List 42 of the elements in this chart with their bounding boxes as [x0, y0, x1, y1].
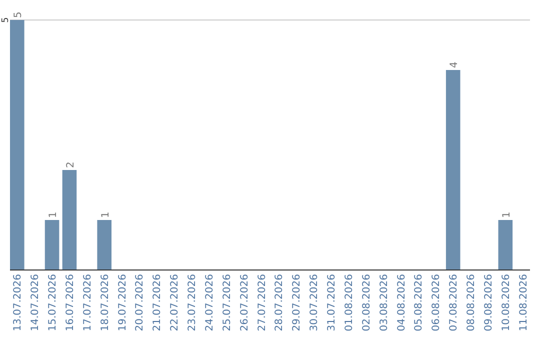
- x-tick-label: 10.08.2026: [500, 274, 512, 332]
- x-tick-label: 14.07.2026: [30, 274, 42, 332]
- x-tick-label: 03.08.2026: [378, 274, 390, 332]
- data-label: 2: [65, 162, 76, 168]
- x-tick-label: 23.07.2026: [187, 274, 198, 332]
- x-tick-label: 04.08.2026: [396, 274, 408, 332]
- x-tick-label: 20.07.2026: [134, 274, 146, 332]
- bar: [62, 170, 77, 270]
- bar: [44, 220, 60, 270]
- data-label: 1: [501, 212, 512, 218]
- data-label: 1: [48, 212, 60, 218]
- x-tick-label: 29.07.2026: [292, 274, 303, 332]
- x-tick-label: 15.07.2026: [48, 274, 59, 332]
- data-label: 1: [100, 212, 112, 218]
- bar: [446, 70, 460, 270]
- x-tick-label: 17.07.2026: [82, 274, 94, 332]
- x-tick-label: 09.08.2026: [483, 274, 494, 332]
- x-tick-label: 31.07.2026: [326, 274, 338, 332]
- x-tick-label: 05.08.2026: [414, 274, 425, 332]
- x-tick-label: 21.07.2026: [152, 274, 164, 332]
- x-tick-label: 27.07.2026: [256, 274, 268, 332]
- x-tick-label: 24.07.2026: [204, 274, 216, 332]
- x-tick-label: 07.08.2026: [448, 274, 460, 332]
- x-tick-label: 01.08.2026: [344, 274, 355, 332]
- bar: [97, 220, 112, 270]
- x-tick-label: 18.07.2026: [100, 274, 111, 332]
- x-tick-label: 06.08.2026: [431, 274, 442, 332]
- x-tick-label: 22.07.2026: [170, 274, 181, 332]
- bar: [10, 20, 24, 270]
- x-tick-label: 26.07.2026: [239, 274, 250, 332]
- x-tick-label: 19.07.2026: [117, 274, 128, 332]
- x-tick-label: 16.07.2026: [64, 274, 76, 332]
- x-tick-label: 30.07.2026: [309, 274, 320, 332]
- data-label: 4: [449, 62, 460, 68]
- x-tick-label: 28.07.2026: [274, 274, 286, 332]
- data-label: 5: [1, 17, 11, 23]
- x-tick-label: 13.07.2026: [12, 274, 24, 332]
- x-tick-label: 08.08.2026: [466, 274, 478, 332]
- x-tick-label: 11.08.2026: [518, 274, 530, 332]
- bar: [498, 220, 513, 270]
- x-tick-label: 02.08.2026: [361, 274, 372, 332]
- x-tick-label: 25.07.2026: [222, 274, 233, 332]
